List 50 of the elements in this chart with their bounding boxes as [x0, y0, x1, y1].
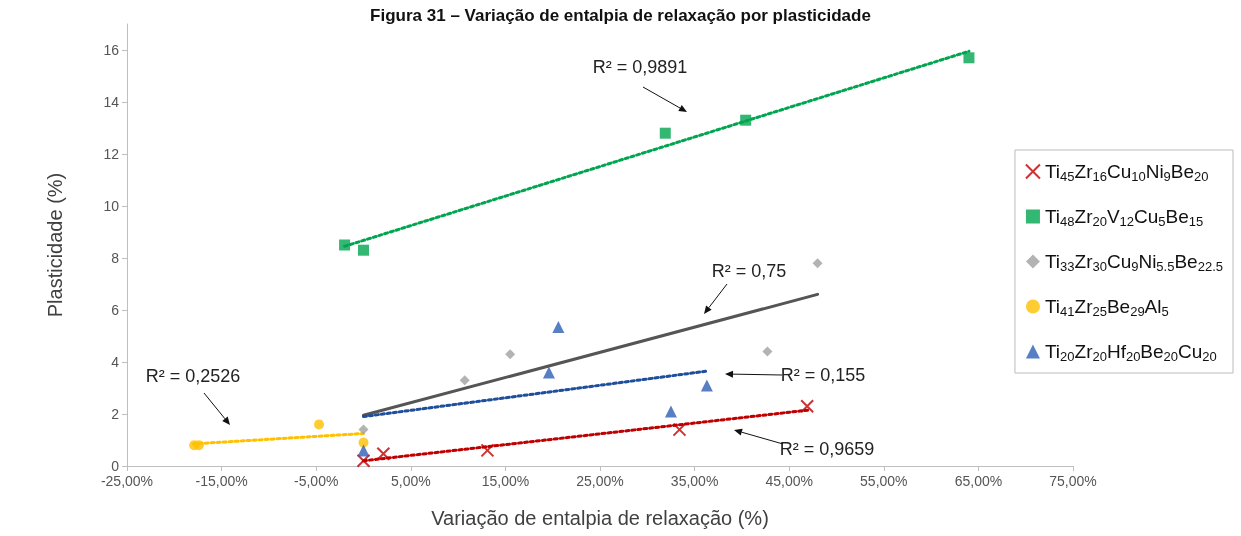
- annotation: R² = 0,75: [711, 261, 787, 281]
- point: [762, 346, 773, 357]
- annotation: R² = 0,9891: [592, 57, 688, 77]
- y-tick-label: 6: [111, 302, 120, 318]
- x-tick-label: 5,00%: [390, 473, 431, 489]
- x-tick-label: 15,00%: [481, 473, 530, 489]
- point: [542, 366, 555, 379]
- annotation: R² = 0,2526: [145, 366, 241, 386]
- x-tick-label: 25,00%: [576, 473, 624, 489]
- y-tick-label: 4: [111, 354, 120, 370]
- point: [664, 405, 677, 418]
- x-tick-label: 55,00%: [860, 473, 908, 489]
- y-tick-label: 14: [103, 94, 120, 110]
- point: [314, 419, 325, 430]
- x-axis-title: Variação de entalpia de relaxação (%): [431, 507, 769, 529]
- y-tick-label: 12: [103, 146, 120, 162]
- chart-title: Figura 31 – Variação de entalpia de relaxação por plasticidade: [370, 6, 871, 25]
- annotation: R² = 0,9659: [779, 439, 875, 459]
- x-tick-label: -5,00%: [294, 473, 339, 489]
- x-tick-label: 45,00%: [765, 473, 813, 489]
- point: [800, 399, 815, 414]
- annotation: R² = 0,155: [780, 365, 866, 385]
- x-tick-label: 65,00%: [954, 473, 1003, 489]
- y-tick-label: 0: [111, 458, 120, 474]
- point: [358, 244, 369, 256]
- y-tick-label: 16: [103, 42, 120, 58]
- point: [505, 349, 516, 360]
- point: [812, 258, 823, 269]
- point: [459, 375, 470, 386]
- point: [358, 424, 369, 435]
- point: [193, 440, 204, 451]
- y-tick-label: 8: [111, 250, 120, 266]
- point: [480, 443, 495, 458]
- x-tick-label: -25,00%: [100, 473, 154, 489]
- point: [740, 114, 752, 126]
- point: [552, 320, 565, 333]
- x-tick-label: 75,00%: [1049, 473, 1097, 489]
- point: [356, 453, 371, 468]
- y-tick-label: 2: [111, 406, 120, 422]
- x-tick-label: -15,00%: [195, 473, 248, 489]
- y-tick-label: 10: [103, 198, 120, 214]
- point: [700, 379, 713, 392]
- point: [376, 446, 391, 461]
- x-tick-label: 35,00%: [670, 473, 719, 489]
- y-axis-title: Plasticidade (%): [44, 172, 66, 318]
- point: [659, 127, 671, 139]
- point: [357, 444, 370, 457]
- point: [672, 422, 687, 437]
- point: [339, 239, 351, 251]
- point: [963, 52, 975, 64]
